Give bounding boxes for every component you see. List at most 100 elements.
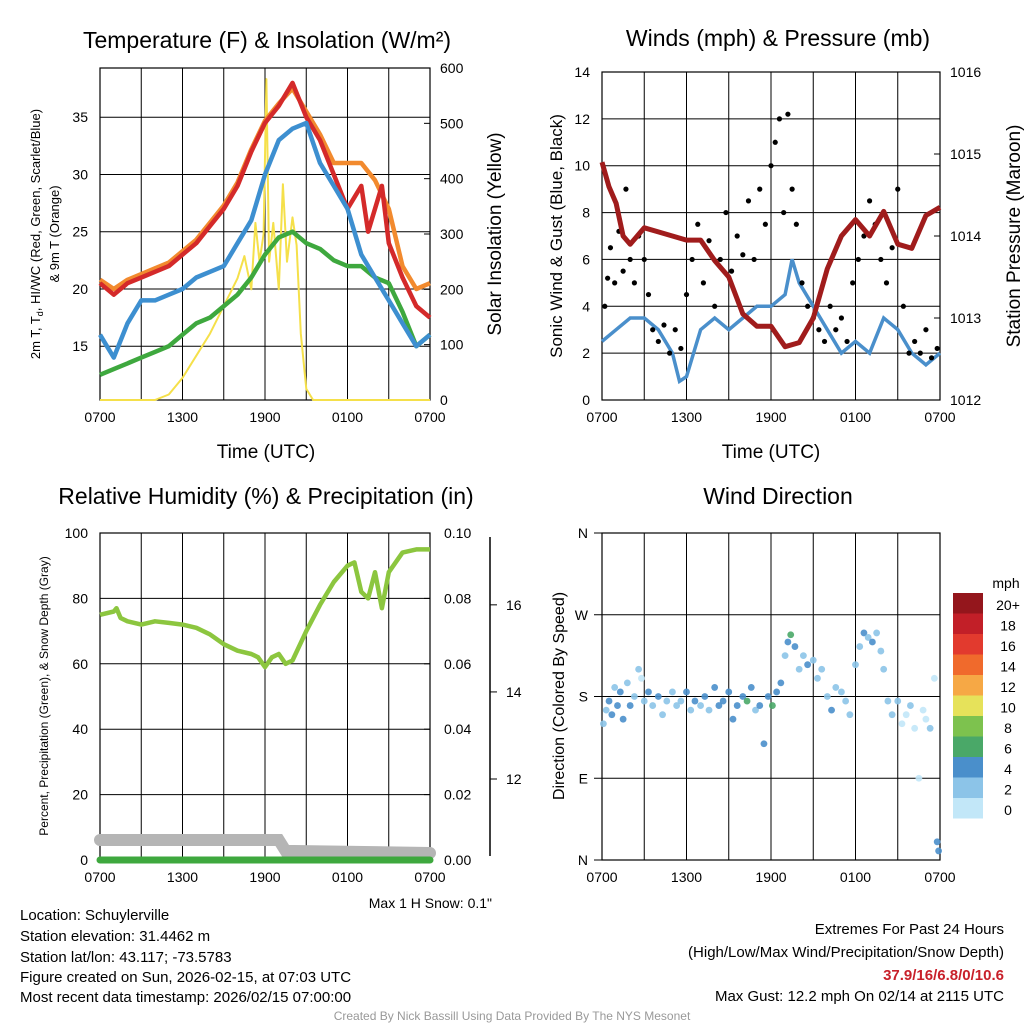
y-tick-label: 0 [80, 852, 88, 868]
extremes-title: Extremes For Past 24 Hours [815, 921, 1004, 938]
location-text: Location: Schuylerville [20, 907, 169, 924]
direction-point [626, 702, 634, 709]
wind-x-label: Time (UTC) [722, 442, 821, 463]
gust-point [645, 291, 652, 298]
series-line-2m-t [98, 80, 432, 320]
gust-point [689, 256, 695, 263]
legend-swatch [953, 613, 983, 634]
direction-point [715, 702, 723, 709]
max-snow-annotation: Max 1 H Snow: 0.1" [369, 895, 492, 911]
direction-point [729, 715, 737, 723]
y3-tick-label: 14 [506, 684, 522, 700]
legend-label: 12 [1000, 679, 1016, 695]
direction-point [733, 702, 741, 709]
direction-point [614, 702, 621, 709]
legend-title: mph [992, 575, 1019, 591]
y-tick-label: 20 [72, 281, 88, 297]
legend-swatch [953, 777, 983, 798]
y-tick-label: 35 [72, 109, 88, 125]
direction-point [659, 711, 666, 719]
gust-point [772, 139, 778, 145]
gust-point [667, 350, 673, 356]
y-tick-label: S [579, 689, 588, 705]
direction-point [888, 711, 896, 719]
recent-data-text: Most recent data timestamp: 2026/02/15 0… [20, 989, 351, 1006]
series-line-snow-depth [94, 834, 436, 859]
gust-point [805, 303, 811, 309]
gust-point [631, 280, 637, 286]
y-tick-label: 14 [574, 64, 590, 80]
x-tick-label: 1300 [167, 409, 198, 425]
direction-point [683, 688, 690, 696]
wind-direction-title: Wind Direction [703, 483, 853, 509]
y2-tick-label: 1012 [950, 392, 981, 408]
direction-point [687, 706, 695, 714]
direction-point [930, 674, 938, 682]
direction-point [787, 631, 795, 639]
direction-point [600, 720, 607, 728]
legend-swatch [953, 716, 983, 737]
y2-tick-label: 0.00 [444, 852, 471, 868]
y2-tick-label: 600 [440, 60, 464, 76]
legend-label: 20+ [996, 597, 1020, 613]
direction-point [898, 720, 906, 728]
direction-point [823, 693, 831, 700]
direction-y-label: Direction (Colored By Speed) [551, 592, 568, 800]
direction-point [838, 688, 845, 696]
legend-swatch [953, 736, 983, 757]
gust-point [785, 111, 791, 117]
direction-point [856, 643, 864, 650]
direction-point [677, 697, 685, 705]
legend-label: 4 [1004, 761, 1012, 777]
gust-point [605, 275, 611, 281]
direction-point [933, 838, 941, 846]
series-line-hi-wc [98, 120, 432, 360]
direction-point [852, 661, 859, 669]
y2-tick-label: 0.10 [444, 525, 471, 541]
direction-point [935, 847, 942, 855]
gust-point [833, 327, 839, 333]
direction-point [705, 706, 713, 714]
gust-point [602, 303, 608, 309]
direction-point [828, 706, 835, 714]
x-tick-label: 0100 [840, 409, 871, 425]
direction-point [884, 697, 892, 705]
direction-point [818, 665, 826, 673]
legend-label: 16 [1000, 638, 1016, 654]
legend-swatch [953, 593, 983, 614]
x-tick-label: 0100 [840, 869, 871, 885]
direction-point [769, 702, 776, 709]
temp-y-label: 2m T, Td, HI/WC (Red, Green, Scarlet/Blu… [28, 109, 45, 359]
gust-point [700, 280, 707, 286]
direction-point [747, 684, 755, 691]
direction-point [616, 688, 624, 696]
direction-point [673, 702, 681, 709]
gust-point [821, 338, 828, 345]
gust-point [838, 315, 845, 321]
rh-chart-title: Relative Humidity (%) & Precipitation (i… [58, 483, 473, 509]
gust-point [855, 256, 861, 263]
direction-point [635, 665, 643, 673]
direction-point [605, 697, 613, 705]
direction-point [611, 684, 619, 691]
gust-point [717, 256, 723, 263]
direction-point [649, 702, 657, 709]
gust-point [866, 198, 873, 204]
y2-tick-label: 0.04 [444, 721, 471, 737]
direction-point [877, 647, 885, 655]
x-tick-label: 1900 [755, 869, 786, 885]
legend-swatch [953, 695, 983, 716]
gust-point [934, 345, 940, 352]
gust-point [912, 338, 918, 345]
legend-label: 18 [1000, 618, 1016, 634]
gust-point [768, 163, 774, 169]
legend-label: 6 [1004, 741, 1012, 757]
legend-swatch [953, 798, 983, 819]
y-tick-label: N [578, 525, 588, 541]
legend-swatch [953, 634, 983, 655]
gust-point [900, 303, 906, 309]
legend-swatch [953, 675, 983, 696]
direction-point [919, 706, 927, 714]
x-tick-label: 1900 [249, 869, 280, 885]
series-line-sonic-wind [600, 258, 942, 385]
